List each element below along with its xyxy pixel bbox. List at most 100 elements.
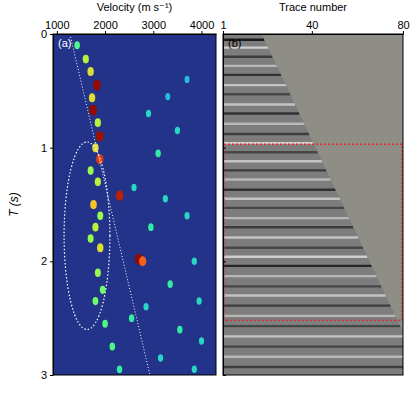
reflection-event bbox=[223, 74, 281, 76]
reflection-event bbox=[223, 189, 336, 191]
semblance-peak bbox=[175, 127, 180, 135]
semblance-peak bbox=[192, 366, 197, 374]
semblance-peak bbox=[185, 76, 190, 83]
tick: 1 bbox=[41, 142, 53, 154]
tick: 4000 bbox=[190, 19, 214, 34]
y-axis: 0123 bbox=[41, 28, 54, 381]
semblance-peak bbox=[148, 223, 153, 231]
semblance-peak bbox=[165, 93, 170, 100]
reflection-event bbox=[223, 236, 358, 238]
tick-mark bbox=[50, 148, 53, 149]
tick-label: 4000 bbox=[190, 19, 214, 31]
semblance-peak bbox=[163, 195, 168, 203]
tick-mark bbox=[223, 34, 226, 35]
tick bbox=[223, 34, 226, 35]
semblance-peak bbox=[143, 303, 148, 311]
semblance-peak bbox=[97, 243, 103, 252]
semblance-peak bbox=[167, 280, 172, 288]
tick: 80 bbox=[397, 19, 409, 34]
reflection-event bbox=[223, 294, 386, 296]
semblance-peak bbox=[117, 365, 122, 373]
tick-label: 40 bbox=[306, 19, 318, 31]
reflection-event bbox=[223, 246, 363, 248]
reflection-event bbox=[223, 226, 353, 228]
tick: 2 bbox=[41, 255, 53, 267]
semblance-peak bbox=[87, 67, 93, 76]
tick-mark bbox=[50, 34, 53, 35]
reflection-event bbox=[223, 93, 290, 95]
semblance-peak bbox=[88, 166, 94, 175]
tick-label: 3000 bbox=[142, 19, 166, 31]
reflection-event bbox=[223, 356, 403, 358]
axis-line bbox=[54, 34, 217, 35]
reflection-event bbox=[223, 133, 309, 135]
semblance-peak bbox=[96, 131, 104, 142]
reflection-event bbox=[223, 325, 400, 327]
figure: 10002000300040000123Velocity (m s⁻¹)T (s… bbox=[0, 0, 420, 394]
semblance-peak bbox=[93, 80, 101, 91]
tick-mark bbox=[50, 261, 53, 262]
semblance-peak bbox=[95, 268, 101, 277]
tick bbox=[223, 148, 226, 149]
plot-area bbox=[223, 34, 403, 367]
semblance-peak bbox=[139, 256, 146, 266]
tick-mark bbox=[312, 31, 313, 34]
semblance-peak bbox=[88, 234, 94, 243]
reflection-event bbox=[223, 366, 403, 368]
reflection-event bbox=[223, 285, 381, 287]
semblance-peak bbox=[95, 177, 101, 186]
semblance-peak bbox=[146, 110, 151, 118]
reflection-event bbox=[223, 151, 318, 153]
tick: 0 bbox=[41, 28, 53, 40]
tick-label: 1000 bbox=[45, 19, 69, 31]
plot-background bbox=[223, 34, 403, 375]
x-axis: 1000 2000 3000 4000 bbox=[45, 19, 216, 35]
reflection-event bbox=[223, 56, 273, 58]
x-axis-title: Velocity (m s⁻¹) bbox=[97, 1, 172, 13]
highlight-box bbox=[224, 144, 402, 320]
tick-mark bbox=[403, 31, 404, 34]
highlight-ellipse bbox=[64, 142, 110, 330]
tick-mark bbox=[57, 31, 58, 34]
reflection-event bbox=[223, 65, 277, 67]
trend-line bbox=[70, 34, 150, 375]
reflection-event bbox=[223, 169, 326, 171]
reflection-event bbox=[223, 103, 295, 105]
tick: 1000 bbox=[45, 19, 69, 34]
plot-frame bbox=[53, 34, 216, 375]
axis-line bbox=[223, 35, 224, 376]
semblance-peak bbox=[83, 55, 89, 64]
tick-label: 2000 bbox=[93, 19, 117, 31]
semblance-peak bbox=[184, 212, 189, 220]
tick-mark bbox=[50, 375, 53, 376]
reflection-event bbox=[223, 265, 372, 267]
semblance-peak bbox=[177, 326, 182, 334]
plot-area bbox=[64, 34, 204, 375]
reflection-event bbox=[223, 207, 344, 209]
semblance-peak bbox=[92, 223, 98, 232]
tick-label: 0 bbox=[41, 28, 47, 40]
tick bbox=[223, 375, 226, 376]
reflection-event bbox=[223, 304, 391, 306]
semblance-peak bbox=[102, 320, 108, 328]
x-axis-title: Trace number bbox=[279, 1, 347, 13]
semblance-peak bbox=[95, 118, 101, 127]
reflection-event bbox=[223, 84, 286, 86]
panel-label: (a) bbox=[58, 37, 71, 49]
x-axis: 1 40 80 bbox=[220, 19, 409, 35]
y-axis bbox=[223, 35, 226, 376]
reflection-event bbox=[223, 275, 377, 277]
tick: 1 bbox=[220, 19, 226, 34]
semblance-peak bbox=[97, 212, 103, 221]
tick: 2000 bbox=[93, 19, 117, 34]
mute-zone bbox=[262, 34, 403, 332]
plot-background bbox=[53, 34, 216, 375]
semblance-peak bbox=[89, 105, 97, 116]
axis-line bbox=[224, 34, 404, 35]
semblance-peak bbox=[131, 184, 136, 192]
reflection-event bbox=[223, 256, 367, 258]
tick-label: 1 bbox=[220, 19, 226, 31]
tick-mark bbox=[105, 31, 106, 34]
tick-mark bbox=[223, 375, 226, 376]
reflection-event bbox=[223, 315, 395, 317]
